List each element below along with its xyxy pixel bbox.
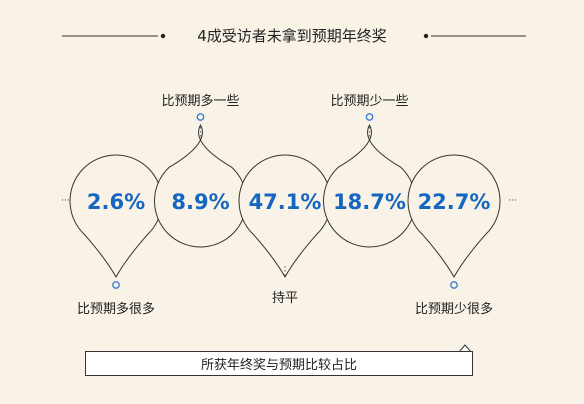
edge-dots-right: ··· <box>508 196 517 206</box>
caption-text: 所获年终奖与预期比较占比 <box>200 358 357 373</box>
bubble-value-5: 22.7% <box>418 190 491 214</box>
category-label-1: 比预期多很多 <box>77 301 155 317</box>
bubble-value-1: 2.6% <box>87 190 145 214</box>
label-marker-1 <box>112 281 120 289</box>
caption-pointer <box>458 344 472 353</box>
bubble-3 <box>238 154 332 279</box>
label-marker-5 <box>450 281 458 289</box>
bubble-2 <box>154 123 247 248</box>
bubble-value-2: 8.9% <box>171 190 229 214</box>
chart-title: 4成受访者未拿到预期年终奖 <box>197 27 387 45</box>
category-label-5: 比预期少很多 <box>415 301 493 317</box>
bubble-5 <box>407 154 501 279</box>
title-group: 4成受访者未拿到预期年终奖 <box>62 27 526 45</box>
category-label-3: 持平 <box>272 291 298 306</box>
caption-box: 所获年终奖与预期比较占比 <box>85 351 473 376</box>
bubble-value-3: 47.1% <box>249 190 322 214</box>
bubble-4 <box>323 123 416 248</box>
label-marker-2 <box>196 113 205 121</box>
edge-dots: ··· ··· <box>61 196 517 206</box>
bubble-1 <box>69 154 163 279</box>
label-marker-4 <box>365 113 374 121</box>
bubble-value-4: 18.7% <box>333 190 406 214</box>
category-label-4: 比预期少一些 <box>330 94 408 109</box>
category-label-2: 比预期多一些 <box>161 93 239 109</box>
bubbles-layer: 2.6% 8.9% 47.1% 18.7% 22.7% <box>69 123 501 279</box>
title-bullet-left <box>160 33 166 39</box>
title-bullet-right <box>423 33 429 39</box>
edge-dots-left: ··· <box>61 196 70 206</box>
